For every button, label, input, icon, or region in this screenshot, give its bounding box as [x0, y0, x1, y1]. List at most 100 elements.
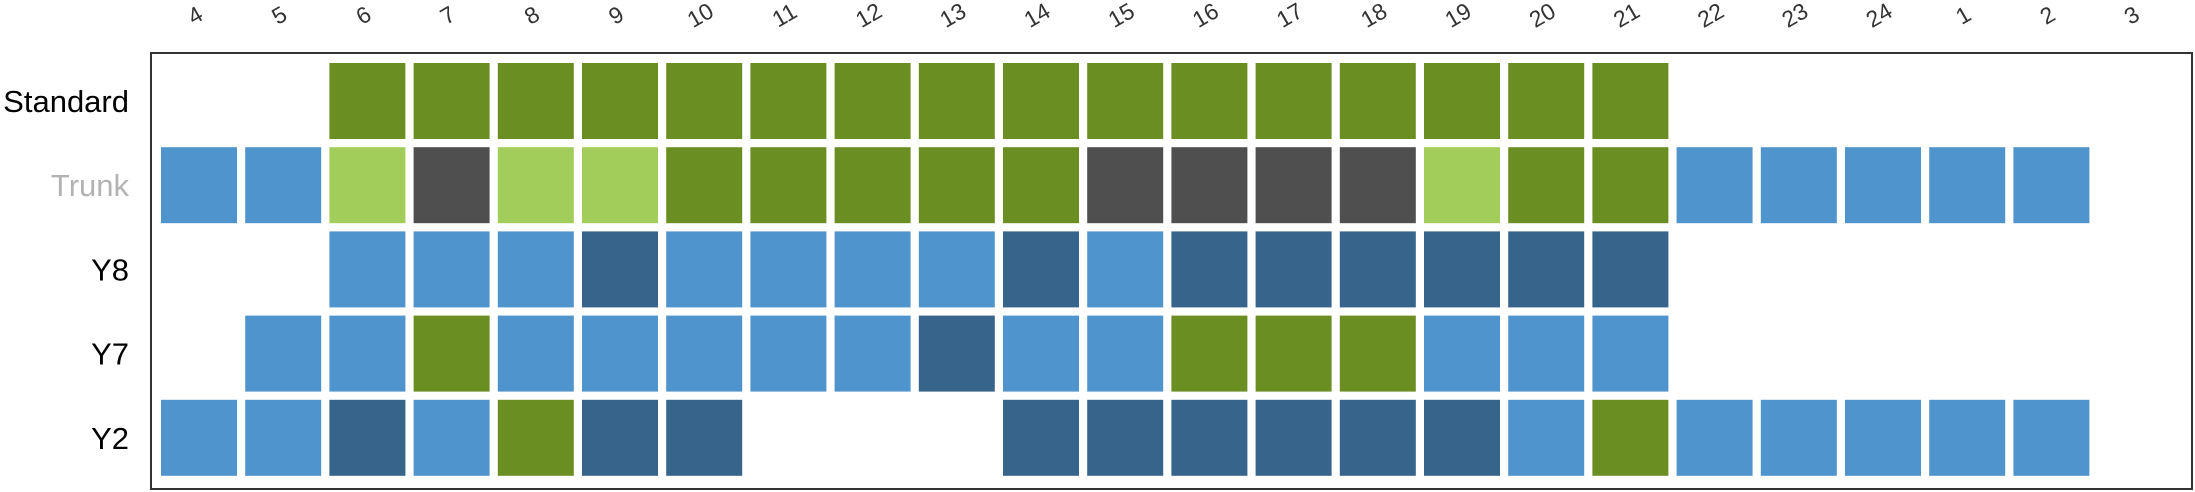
- column-tick-14: 14: [1019, 0, 1054, 33]
- heatmap-cell-y8-8: [497, 231, 574, 308]
- column-tick-11: 11: [768, 0, 802, 32]
- heatmap-cell-trunk-11: [750, 147, 827, 224]
- heatmap-cell-standard-14: [1003, 63, 1079, 139]
- column-tick-6: 6: [351, 1, 375, 30]
- heatmap-cell-trunk-2: [2013, 147, 2090, 224]
- heatmap-cell-trunk-22: [1676, 147, 1753, 224]
- heatmap-cell-trunk-17: [1255, 147, 1332, 224]
- column-tick-24: 24: [1861, 0, 1896, 33]
- heatmap-cell-standard-20: [1508, 63, 1585, 139]
- heatmap-cell-y2-2: [2013, 399, 2090, 476]
- heatmap-cell-y2-21: [1592, 399, 1669, 476]
- heatmap-cell-y8-7: [413, 231, 490, 308]
- row-label-standard: Standard: [3, 84, 129, 119]
- row-label-y2: Y2: [91, 421, 129, 456]
- heatmap-cell-y2-10: [666, 399, 743, 476]
- heatmap-cell-y8-6: [329, 231, 406, 308]
- heatmap-cell-y7-8: [497, 315, 574, 392]
- column-tick-12: 12: [851, 0, 886, 33]
- row-label-y8: Y8: [91, 252, 129, 287]
- plot-panel-border: [150, 52, 2193, 490]
- heatmap-cell-standard-13: [918, 63, 995, 139]
- column-tick-4: 4: [183, 1, 207, 30]
- heatmap-cell-y2-15: [1087, 399, 1164, 476]
- heatmap-cell-y8-20: [1508, 231, 1585, 308]
- heatmap-cell-y7-10: [666, 315, 743, 392]
- heatmap-cell-standard-11: [750, 63, 827, 139]
- heatmap-cell-y7-18: [1339, 315, 1416, 392]
- heatmap-cell-trunk-16: [1171, 147, 1248, 224]
- column-tick-16: 16: [1188, 0, 1223, 33]
- heatmap-cell-trunk-4: [161, 147, 237, 224]
- heatmap-cell-y2-20: [1508, 399, 1585, 476]
- heatmap-cell-y8-18: [1339, 231, 1416, 308]
- heatmap-cell-y7-17: [1255, 315, 1332, 392]
- heatmap-cell-trunk-10: [666, 147, 743, 224]
- heatmap-cell-trunk-15: [1087, 147, 1164, 224]
- heatmap-cell-standard-21: [1592, 63, 1669, 139]
- heatmap-cell-standard-9: [582, 63, 658, 139]
- heatmap-cell-y7-5: [245, 315, 322, 392]
- heatmap-cell-trunk-13: [918, 147, 995, 224]
- heatmap-cell-trunk-5: [245, 147, 322, 224]
- column-tick-2: 2: [2035, 1, 2059, 30]
- heatmap-cell-y8-19: [1424, 231, 1500, 308]
- heatmap-cell-y2-9: [582, 399, 658, 476]
- column-tick-5: 5: [267, 1, 291, 30]
- heatmap-cell-y8-14: [1003, 231, 1079, 308]
- heatmap-cell-standard-12: [834, 63, 911, 139]
- column-tick-9: 9: [604, 1, 628, 30]
- heatmap-cell-y2-17: [1255, 399, 1332, 476]
- row-label-trunk: Trunk: [51, 168, 130, 203]
- column-tick-17: 17: [1272, 0, 1307, 33]
- heatmap-cell-y7-11: [750, 315, 827, 392]
- heatmap-cells: [161, 63, 2090, 476]
- column-tick-1: 1: [1951, 1, 1975, 30]
- heatmap-cell-y2-23: [1760, 399, 1837, 476]
- heatmap-cell-y7-9: [582, 315, 658, 392]
- column-tick-15: 15: [1104, 0, 1139, 33]
- heatmap-cell-standard-8: [497, 63, 574, 139]
- heatmap-cell-trunk-20: [1508, 147, 1585, 224]
- heatmap-cell-trunk-19: [1424, 147, 1500, 224]
- heatmap-cell-y7-16: [1171, 315, 1248, 392]
- heatmap-cell-y2-24: [1845, 399, 1921, 476]
- heatmap-cell-y2-8: [497, 399, 574, 476]
- heatmap-cell-y8-17: [1255, 231, 1332, 308]
- heatmap-cell-standard-16: [1171, 63, 1248, 139]
- heatmap-cell-standard-6: [329, 63, 406, 139]
- heatmap-cell-y8-12: [834, 231, 911, 308]
- heatmap-cell-y2-16: [1171, 399, 1248, 476]
- heatmap-cell-y7-20: [1508, 315, 1585, 392]
- heatmap-cell-standard-17: [1255, 63, 1332, 139]
- heatmap-cell-y7-19: [1424, 315, 1500, 392]
- heatmap-cell-y8-13: [918, 231, 995, 308]
- heatmap-cell-y2-19: [1424, 399, 1500, 476]
- heatmap-cell-trunk-8: [497, 147, 574, 224]
- heatmap-cell-y2-6: [329, 399, 406, 476]
- column-tick-10: 10: [683, 0, 718, 33]
- heatmap-cell-trunk-23: [1760, 147, 1837, 224]
- heatmap-cell-trunk-12: [834, 147, 911, 224]
- row-label-y7: Y7: [91, 337, 129, 372]
- heatmap-cell-trunk-1: [1929, 147, 2006, 224]
- heatmap-cell-standard-18: [1339, 63, 1416, 139]
- column-tick-7: 7: [436, 1, 460, 30]
- heatmap-cell-trunk-18: [1339, 147, 1416, 224]
- heatmap-cell-y7-21: [1592, 315, 1669, 392]
- column-tick-8: 8: [520, 1, 544, 30]
- heatmap-cell-y2-18: [1339, 399, 1416, 476]
- heatmap-cell-y8-11: [750, 231, 827, 308]
- heatmap-cell-standard-15: [1087, 63, 1164, 139]
- heatmap-cell-standard-7: [413, 63, 490, 139]
- column-tick-labels: 4 5 6 7 8 9 10 11 12 13 14 15 16 17 18 19 20 21 22 23 24 1 2 3: [183, 0, 2144, 33]
- heatmap-cell-trunk-6: [329, 147, 406, 224]
- column-tick-20: 20: [1525, 0, 1560, 33]
- column-tick-21: 21: [1609, 0, 1644, 33]
- column-tick-23: 23: [1777, 0, 1812, 33]
- column-tick-18: 18: [1356, 0, 1391, 33]
- heatmap-cell-y8-10: [666, 231, 743, 308]
- heatmap-cell-trunk-7: [413, 147, 490, 224]
- heatmap-cell-y7-14: [1003, 315, 1079, 392]
